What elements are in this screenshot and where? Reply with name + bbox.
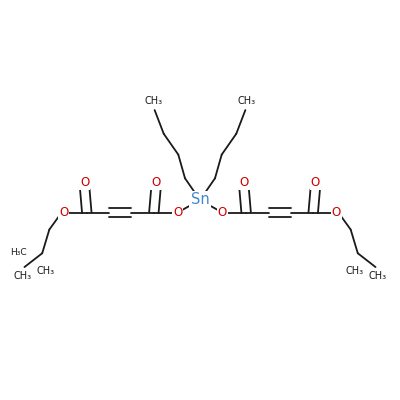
Text: O: O (173, 206, 182, 219)
Text: CH₃: CH₃ (346, 266, 364, 276)
Text: O: O (240, 176, 249, 189)
Text: O: O (59, 206, 68, 219)
Text: O: O (151, 176, 160, 189)
Text: O: O (218, 206, 227, 219)
Text: CH₃: CH₃ (14, 271, 32, 281)
Text: CH₃: CH₃ (237, 96, 255, 106)
Text: CH₃: CH₃ (145, 96, 163, 106)
Text: Sn: Sn (191, 192, 209, 208)
Text: O: O (332, 206, 341, 219)
Text: H₃C: H₃C (10, 248, 27, 256)
Text: CH₃: CH₃ (368, 271, 386, 281)
Text: CH₃: CH₃ (36, 266, 54, 276)
Text: O: O (310, 176, 320, 189)
Text: O: O (80, 176, 90, 189)
